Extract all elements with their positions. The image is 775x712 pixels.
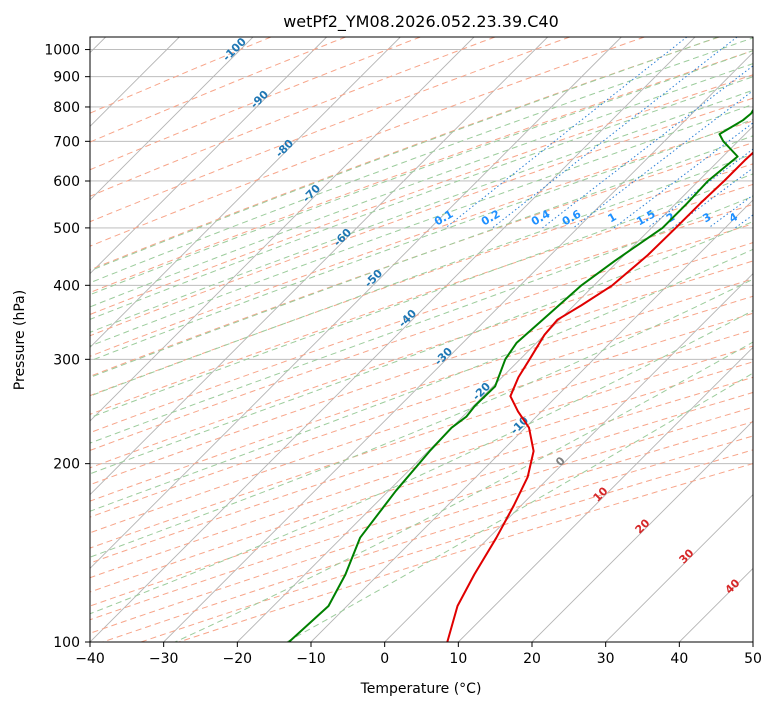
chart-title: wetPf2_YM08.2026.052.23.39.C40: [283, 12, 559, 32]
y-tick-label: 200: [53, 457, 80, 473]
x-tick-label: −40: [75, 651, 105, 667]
x-tick-label: 10: [449, 651, 467, 667]
x-tick-label: −10: [296, 651, 326, 667]
x-axis-label: Temperature (°C): [360, 681, 482, 697]
x-tick-label: −20: [223, 651, 253, 667]
y-tick-label: 500: [53, 221, 80, 237]
x-tick-label: 20: [523, 651, 541, 667]
x-tick-label: 30: [597, 651, 615, 667]
y-tick-label: 1000: [44, 43, 80, 59]
y-axis-label: Pressure (hPa): [12, 290, 28, 390]
y-tick-label: 700: [53, 134, 80, 150]
x-tick-label: 40: [670, 651, 688, 667]
y-tick-label: 900: [53, 70, 80, 86]
y-tick-label: 800: [53, 100, 80, 116]
x-tick-label: 50: [744, 651, 762, 667]
x-tick-label: 0: [380, 651, 389, 667]
x-tick-label: −30: [149, 651, 179, 667]
y-tick-label: 100: [53, 635, 80, 651]
y-tick-label: 600: [53, 174, 80, 190]
y-tick-label: 400: [53, 278, 80, 294]
y-tick-label: 300: [53, 352, 80, 368]
